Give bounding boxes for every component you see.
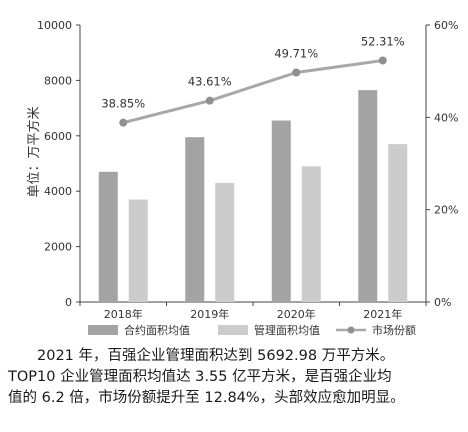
market-share-data-label: 49.71% (274, 47, 318, 61)
caption-line-1: 2021 年，百强企业管理面积达到 5692.98 万平方米。 (37, 348, 395, 364)
contract-area-bar (271, 120, 291, 302)
managed-area-bar (128, 199, 148, 302)
right-tick-label: 60% (434, 19, 458, 32)
contract-area-bar (358, 90, 378, 302)
left-tick-label: 2000 (44, 241, 72, 254)
legend-market-share-swatch-point (347, 326, 355, 334)
market-share-point (119, 118, 128, 127)
legend-market-share-label: 市场份额 (372, 323, 416, 337)
legend: 合约面积均值 管理面积均值 市场份额 (88, 323, 416, 337)
right-tick-label: 40% (434, 111, 458, 124)
bars (98, 90, 408, 302)
right-tick-label: 20% (434, 204, 458, 217)
x-tick-label: 2020年 (277, 307, 316, 321)
market-share-data-label: 52.31% (361, 35, 405, 49)
x-tick-label: 2021年 (363, 307, 402, 321)
caption-line-2: TOP10 企业管理面积均值达 3.55 亿平方米，是百强企业均 (8, 369, 392, 385)
market-share-polyline (121, 59, 385, 125)
contract-area-bar (185, 137, 205, 302)
contract-area-bar (98, 171, 118, 302)
right-tick-label: 0% (434, 296, 451, 309)
legend-contract-area-swatch (88, 325, 118, 335)
left-tick-label: 0 (65, 296, 72, 309)
market-share-data-label: 38.85% (101, 97, 145, 111)
y-axis-label: 单位：万平方米 (26, 106, 42, 197)
market-share-line: 38.85% 43.61% 49.71% 52.31% (101, 35, 405, 127)
managed-area-bar (388, 144, 408, 302)
x-tick-label: 2018年 (104, 307, 143, 321)
caption-line-3: 值的 6.2 倍，市场份额提升至 12.84%，头部效应愈加明显。 (8, 390, 405, 406)
legend-managed-area-label: 管理面积均值 (254, 323, 320, 337)
managed-area-bar (215, 182, 235, 302)
market-share-point (378, 56, 387, 65)
left-tick-label: 10000 (37, 19, 72, 32)
legend-managed-area-swatch (218, 325, 248, 335)
legend-contract-area-label: 合约面积均值 (124, 323, 190, 337)
axes: 0 2000 4000 6000 8000 10000 0% 20% 40% 60% 2018年 20… (37, 19, 458, 321)
market-share-point (292, 68, 301, 77)
left-tick-label: 4000 (44, 185, 72, 198)
x-tick-label: 2019年 (190, 307, 229, 321)
left-tick-label: 8000 (44, 74, 72, 87)
caption: 2021 年，百强企业管理面积达到 5692.98 万平方米。 TOP10 企业… (8, 346, 460, 409)
managed-area-bar (301, 166, 321, 302)
left-tick-label: 6000 (44, 130, 72, 143)
chart: 0 2000 4000 6000 8000 10000 0% 20% 40% 60% 2018年 20… (26, 19, 458, 337)
market-share-point (205, 96, 214, 105)
market-share-data-label: 43.61% (188, 75, 232, 89)
